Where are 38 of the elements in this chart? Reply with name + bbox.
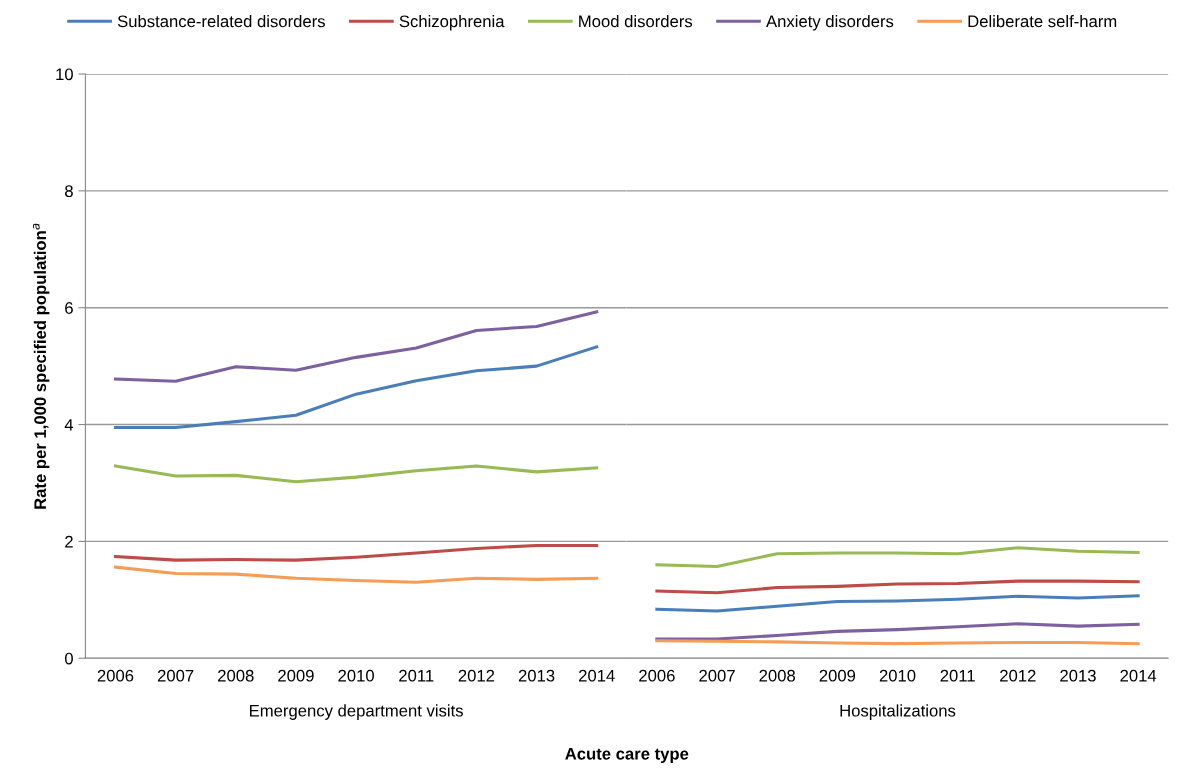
x-tick-label: 2014: [1120, 669, 1157, 682]
y-tick-label: 10: [56, 68, 73, 81]
line-series: [113, 565, 599, 584]
x-tick-label: 2014: [579, 669, 615, 682]
x-axis-title: Hospitalizations: [840, 704, 956, 720]
x-tick-label: 2006: [639, 669, 675, 682]
x-tick-label: 2012: [458, 669, 495, 682]
x-tick-label: 2007: [699, 669, 735, 682]
legend-label: Substance-related disorders: [117, 15, 325, 28]
x-tick-label: 2008: [759, 669, 796, 682]
y-tick-label: 4: [64, 419, 74, 431]
x-tick-label: 2011: [399, 669, 434, 682]
x-tick-label: 2007: [157, 669, 194, 682]
text: Acute care type: [565, 748, 689, 763]
legend-label: Schizophrenia: [399, 15, 505, 31]
y-tick-label: 2: [65, 535, 73, 548]
x-tick-label: 2012: [1000, 669, 1036, 682]
x-tick-label: 2010: [879, 669, 916, 682]
x-tick-label: 2006: [97, 669, 134, 682]
y-tick-label: 0: [64, 652, 73, 665]
x-tick-label: 2013: [1060, 669, 1096, 682]
legend-label: Deliberate self-harm: [968, 15, 1117, 28]
legend-label: Anxiety disorders: [766, 15, 894, 31]
line-series: [113, 543, 599, 562]
y-tick-label: 8: [65, 185, 73, 198]
x-tick-label: 2008: [218, 669, 254, 682]
y-axis-title: Rate per 1,000 specified population$^{a}$: [32, 223, 50, 509]
line-series: [113, 310, 599, 383]
line-series: [113, 345, 599, 430]
x-tick-label: 2011: [940, 669, 975, 682]
x-tick-label: 2013: [518, 669, 555, 682]
line-series: [113, 464, 599, 484]
legend-label: Mood disorders: [579, 15, 693, 28]
y-tick-label: 6: [65, 302, 73, 314]
x-tick-label: 2009: [278, 669, 314, 682]
x-axis-title: Emergency department visits: [250, 704, 463, 720]
x-tick-label: 2010: [338, 669, 374, 682]
x-tick-label: 2009: [819, 669, 856, 682]
